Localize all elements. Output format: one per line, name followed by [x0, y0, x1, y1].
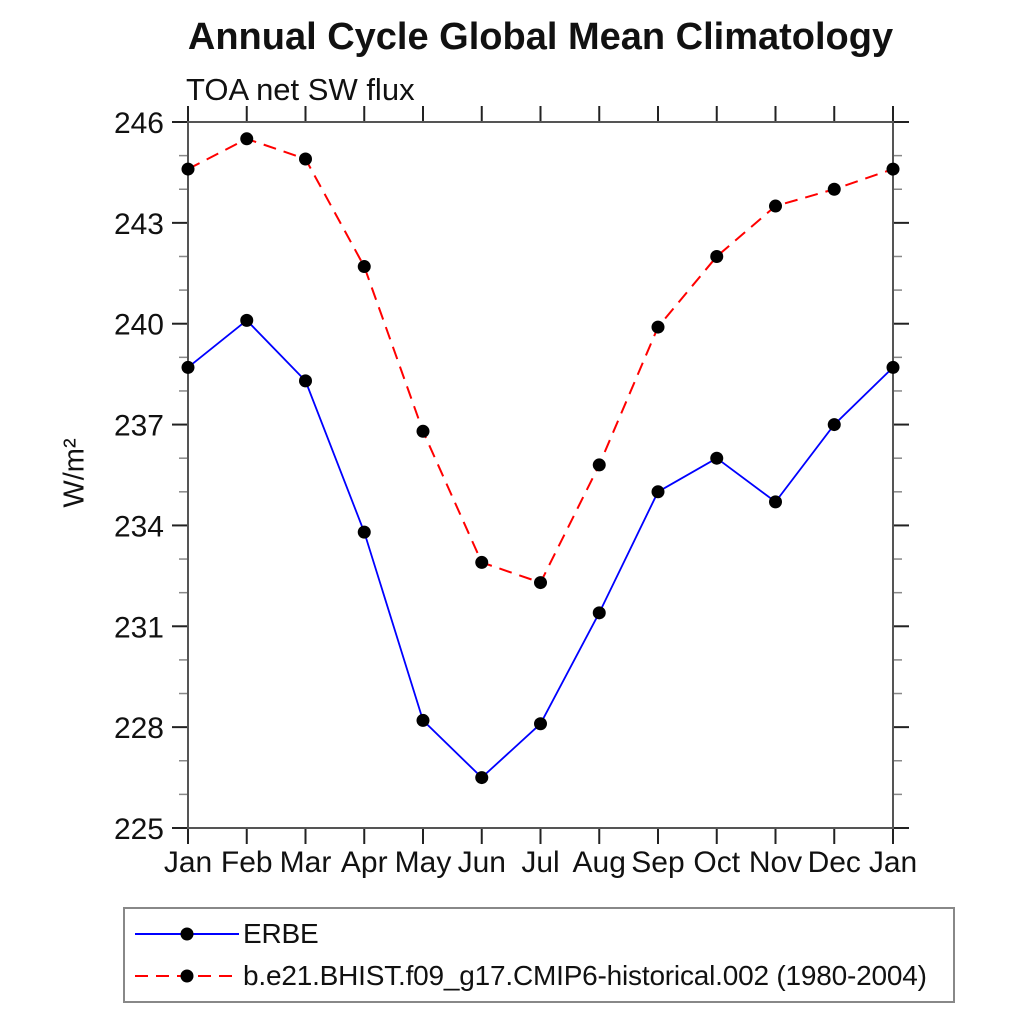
plot-frame — [187, 121, 894, 829]
data-point-marker-1 — [651, 320, 665, 334]
data-point-marker-0 — [769, 495, 782, 509]
x-tick-label: Nov — [749, 846, 802, 879]
data-point-marker-0 — [710, 451, 724, 465]
data-point-marker-0 — [416, 713, 430, 727]
y-tick-label: 234 — [114, 510, 164, 543]
x-tick-label: May — [395, 846, 452, 879]
legend-marker-dot — [180, 969, 194, 983]
legend-label-model: b.e21.BHIST.f09_g17.CMIP6-historical.002… — [243, 960, 927, 991]
y-tick-label: 246 — [114, 107, 164, 140]
data-point-marker-0 — [357, 525, 371, 539]
data-point-marker-1 — [299, 152, 312, 166]
y-tick-label: 225 — [114, 813, 164, 846]
x-tick-label: Oct — [693, 846, 740, 879]
x-tick-label: Jul — [521, 846, 559, 879]
x-tick-label: Mar — [280, 846, 332, 879]
data-point-marker-1 — [769, 199, 782, 213]
series-line-0 — [187, 319, 894, 779]
x-tick-label: Aug — [573, 846, 626, 879]
chart-title: Annual Cycle Global Mean Climatology — [187, 16, 894, 58]
y-tick-label: 240 — [114, 309, 164, 342]
data-point-marker-1 — [827, 182, 841, 196]
x-tick-label: Sep — [631, 846, 684, 879]
data-point-marker-1 — [181, 162, 195, 176]
data-point-marker-0 — [181, 360, 195, 374]
data-point-marker-0 — [240, 313, 254, 327]
legend-marker-dot — [180, 927, 194, 941]
y-tick-label: 231 — [114, 611, 164, 644]
data-point-marker-1 — [534, 576, 547, 590]
x-tick-label: Jan — [869, 846, 917, 879]
data-point-marker-1 — [710, 249, 724, 263]
legend-box: ERBE b.e21.BHIST.f09_g17.CMIP6-historica… — [123, 907, 955, 1003]
data-point-marker-0 — [475, 771, 489, 785]
legend-item-model: b.e21.BHIST.f09_g17.CMIP6-historical.002… — [131, 957, 953, 995]
y-tick-label: 228 — [114, 712, 164, 745]
data-point-marker-1 — [475, 555, 489, 569]
data-point-marker-0 — [886, 360, 900, 374]
data-point-marker-0 — [592, 606, 606, 620]
data-point-marker-1 — [592, 458, 606, 472]
x-tick-label: Apr — [341, 846, 388, 879]
x-tick-label: Jun — [458, 846, 506, 879]
y-tick-label: 243 — [114, 208, 164, 241]
x-tick-label: Dec — [808, 846, 861, 879]
y-tick-label: 237 — [114, 410, 164, 443]
data-point-marker-1 — [240, 132, 254, 146]
chart-subtitle: TOA net SW flux — [186, 72, 415, 107]
legend-line-solid-icon — [135, 927, 239, 941]
x-tick-label: Jan — [164, 846, 212, 879]
data-point-marker-0 — [827, 418, 841, 432]
data-point-marker-0 — [534, 717, 547, 731]
data-point-marker-1 — [886, 162, 900, 176]
data-point-marker-1 — [416, 424, 430, 438]
data-point-marker-1 — [357, 260, 371, 274]
legend-item-erbe: ERBE — [131, 915, 953, 953]
data-point-marker-0 — [299, 374, 312, 388]
legend-line-dashed-icon — [135, 969, 239, 983]
data-point-marker-0 — [651, 485, 665, 499]
series-line-1 — [187, 137, 894, 584]
x-tick-label: Feb — [221, 846, 273, 879]
legend-label-erbe: ERBE — [243, 918, 319, 949]
